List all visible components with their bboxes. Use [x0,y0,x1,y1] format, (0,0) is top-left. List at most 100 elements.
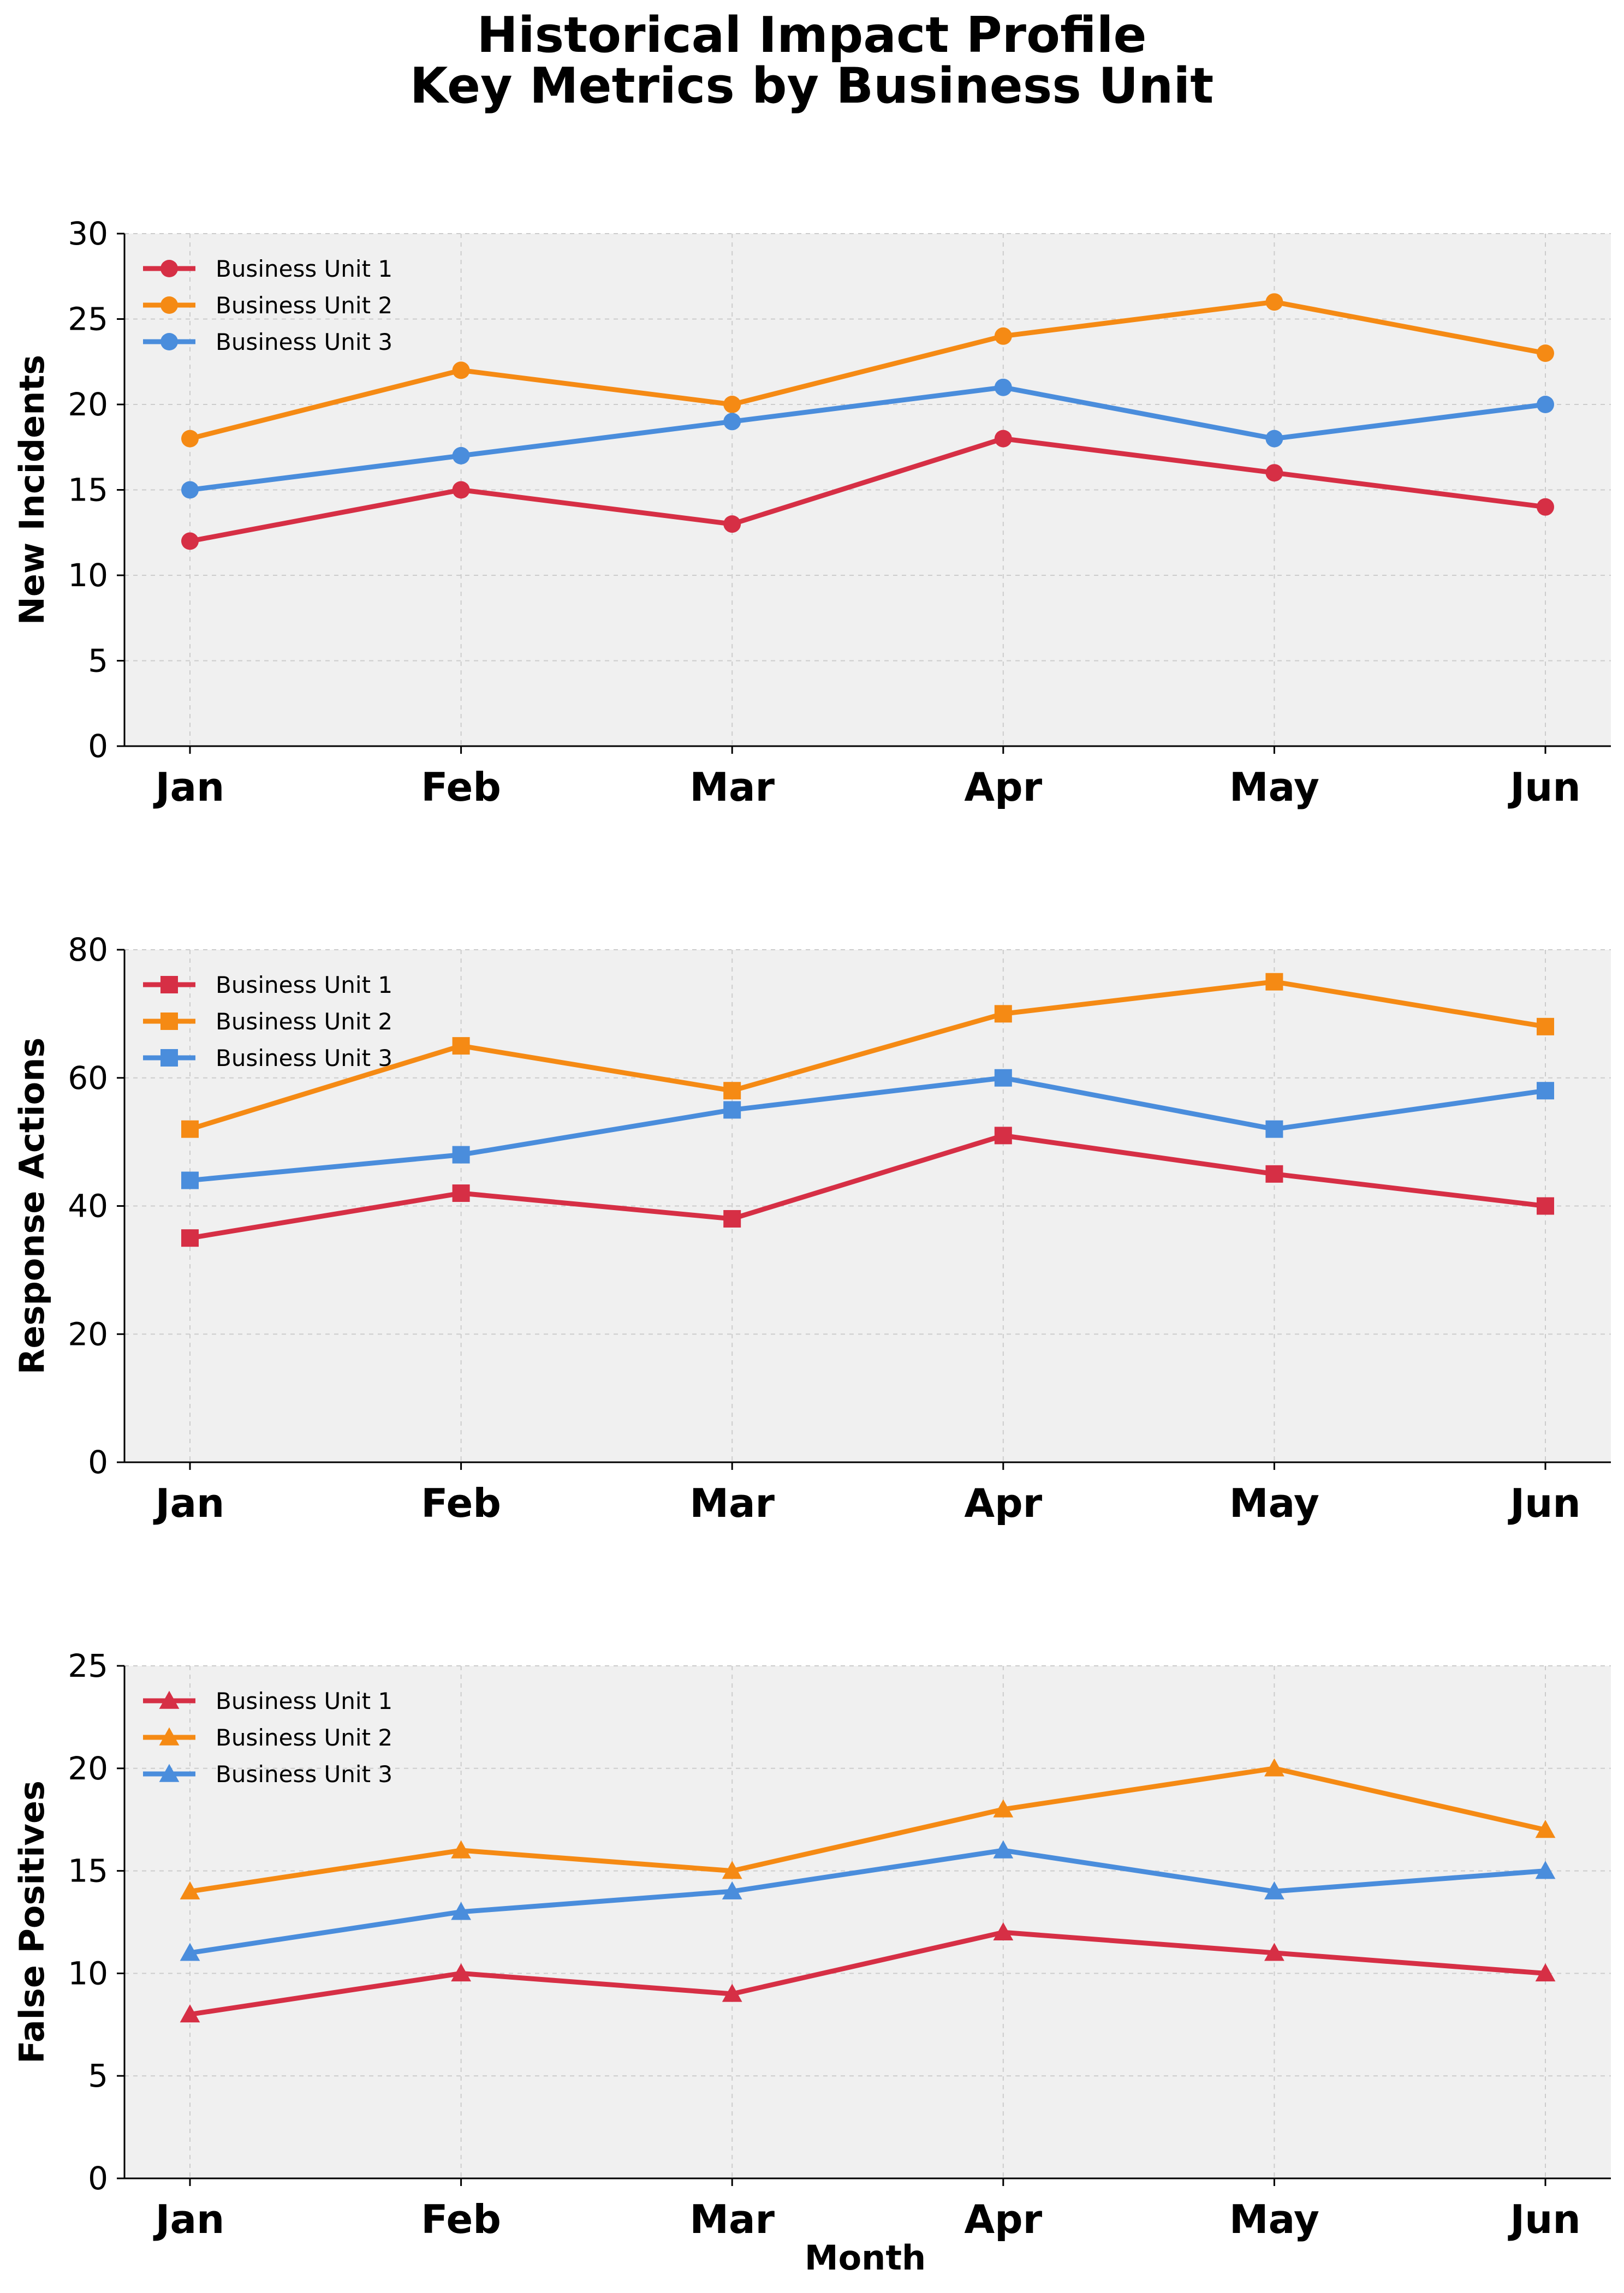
chart-panel: 0 5 10 15 20 25 30 Jan Feb Mar Apr May Jun New Incide… [12,215,1611,810]
y-tick-label: 25 [68,301,108,338]
x-tick-label: Jun [1507,1480,1580,1526]
series-3 [181,378,1554,499]
data-point [722,1984,742,2002]
legend-item: Business Unit 3 [143,329,392,355]
chart-title-line: Historical Impact Profile [477,7,1147,64]
legend-item: Business Unit 1 [143,255,392,282]
data-point [1537,498,1554,516]
plot-area [124,1666,1611,2178]
data-point [1535,1861,1556,1879]
x-tick-label: Apr [964,764,1042,810]
data-point [1535,1820,1556,1838]
data-point [181,1120,199,1138]
legend-item: Business Unit 3 [143,1045,392,1071]
y-tick-label: 25 [68,1647,108,1684]
x-tick-label: Feb [421,1480,501,1526]
data-point [723,515,741,533]
y-tick-label: 20 [68,1750,108,1787]
chart-panels: 0 5 10 15 20 25 30 Jan Feb Mar Apr May Jun New Incide… [12,215,1611,2242]
data-point [722,1861,742,1879]
legend-marker-swatch [160,260,178,277]
series-3 [181,1069,1554,1189]
data-point [1264,1758,1284,1777]
series-line [187,299,1548,442]
data-point [452,446,470,464]
data-point [181,430,199,448]
data-point [180,1881,200,1899]
series-1 [180,1922,1556,2023]
legend-marker-swatch [160,1049,178,1067]
series-line [187,436,1548,544]
data-point [451,1963,471,1982]
data-point [1265,1165,1283,1183]
data-point [723,413,741,431]
data-point [1264,1881,1284,1899]
legend-label: Business Unit 2 [216,1724,392,1751]
series-line [187,1766,1548,1894]
y-tick-label: 60 [68,1059,108,1097]
data-point [993,1799,1014,1818]
y-tick-label: 80 [68,931,108,968]
data-point [993,1922,1014,1940]
data-point [1537,1197,1554,1215]
data-point [180,2004,200,2023]
legend-item: Business Unit 2 [143,292,392,319]
x-tick-label: Mar [689,2196,775,2242]
y-tick-label: 10 [68,557,108,594]
data-point [451,1840,471,1859]
data-point [451,1902,471,1920]
data-point [452,1146,470,1164]
y-tick-label: 10 [68,1955,108,1992]
x-tick-label: Jan [153,764,225,810]
legend-label: Business Unit 1 [216,255,392,282]
data-point [181,1171,199,1189]
x-tick-label: Mar [689,1480,775,1526]
data-point [994,1069,1012,1087]
data-point [1265,973,1283,991]
data-point [1265,464,1283,482]
y-axis-label: Response Actions [12,1038,52,1375]
y-tick-label: 15 [68,472,108,509]
x-tick-label: Apr [964,1480,1042,1526]
legend-label: Business Unit 2 [216,1008,392,1035]
data-point [1535,1963,1556,1982]
data-point [181,532,199,550]
y-axis-label: False Positives [12,1780,52,2064]
data-point [1537,1017,1554,1035]
data-point [994,327,1012,345]
legend-marker-swatch [160,296,178,314]
legend-label: Business Unit 3 [216,329,392,355]
data-point [722,1881,742,1899]
legend-label: Business Unit 3 [216,1045,392,1071]
data-point [1265,1120,1283,1138]
y-axis-label: New Incidents [12,355,52,625]
series-1 [181,430,1554,550]
data-point [1265,430,1283,448]
legend-label: Business Unit 1 [216,1688,392,1714]
data-point [993,1840,1014,1859]
y-tick-label: 0 [88,1444,108,1481]
data-point [1537,396,1554,413]
series-2 [180,1758,1556,1899]
data-point [994,430,1012,448]
series-3 [180,1840,1556,1961]
series-line [187,1929,1548,2017]
y-tick-label: 0 [88,2160,108,2197]
legend-marker-swatch [160,976,178,993]
data-point [1537,344,1554,362]
legend-label: Business Unit 1 [216,972,392,998]
x-tick-label: Apr [964,2196,1042,2242]
x-tick-label: Feb [421,2196,501,2242]
chart-panel: 0 5 10 15 20 25 Jan Feb Mar Apr May Jun False Positi… [12,1647,1611,2242]
data-point [181,481,199,499]
y-tick-label: 0 [88,728,108,765]
data-point [994,1127,1012,1145]
data-point [452,1037,470,1055]
y-tick-label: 20 [68,386,108,423]
x-tick-label: Jan [153,2196,225,2242]
series-2 [181,293,1554,448]
legend-item: Business Unit 3 [143,1761,392,1788]
y-tick-label: 20 [68,1315,108,1353]
